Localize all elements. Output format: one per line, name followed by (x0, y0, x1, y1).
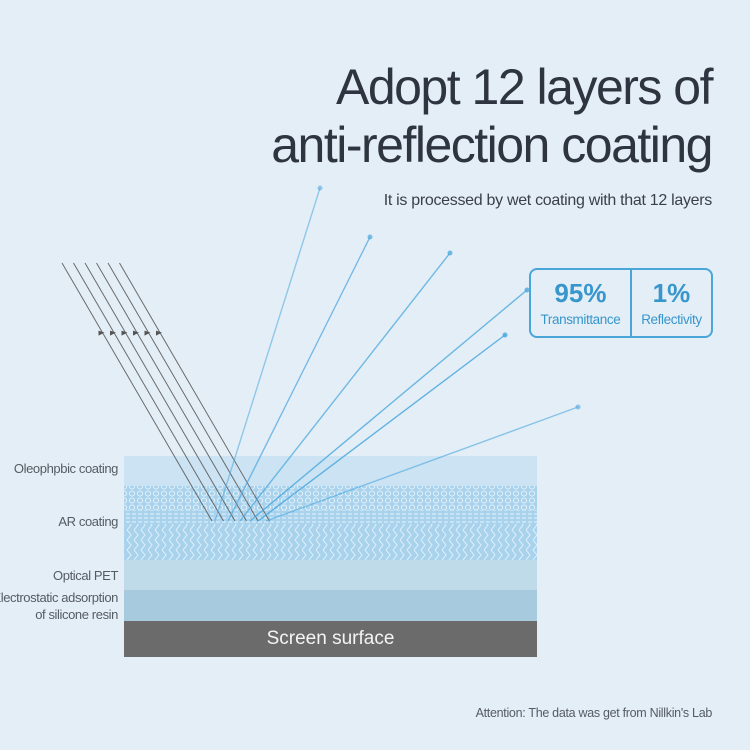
ray-arrow-icon (502, 332, 508, 338)
reflected-ray (249, 289, 528, 522)
reflected-ray (214, 187, 321, 522)
incident-ray (73, 262, 224, 522)
title-line-2: anti-reflection coating (271, 117, 713, 173)
label-optical-pet: Optical PET (53, 568, 118, 583)
stat-label: Reflectivity (641, 312, 702, 327)
ray-arrow-icon (447, 250, 453, 256)
title-line-1: Adopt 12 layers of (335, 59, 714, 115)
stat-value: 95% (554, 278, 607, 308)
incident-ray (84, 262, 236, 522)
ray-arrow-icon (144, 330, 151, 336)
stats-box: 95% Transmittance 1% Reflectivity (529, 268, 713, 338)
stat-value: 1% (652, 278, 691, 308)
stat-label: Transmittance (540, 312, 621, 327)
layer-silicone-resin (124, 590, 537, 621)
ray-arrow-icon (524, 287, 530, 293)
stat-reflectivity: 1% Reflectivity (629, 270, 711, 336)
page-title: Adopt 12 layers of anti-reflection coati… (271, 58, 714, 174)
ar-dash-pattern (124, 510, 537, 524)
ray-arrow-icon (156, 330, 162, 336)
ray-arrow-icon (133, 330, 139, 336)
reflected-ray (239, 252, 451, 522)
layer-oleophobic (124, 456, 537, 486)
reflected-ray (257, 334, 506, 522)
label-line-2: of silicone resin (35, 607, 118, 622)
reflected-ray (227, 236, 371, 522)
label-oleophobic: Oleophpbic coating (13, 461, 119, 476)
ray-arrow-icon (317, 185, 323, 191)
ray-arrow-icon (575, 404, 581, 410)
ray-arrow-icon (98, 330, 105, 336)
screen-surface: Screen surface (124, 621, 537, 657)
label-ar-coating: AR coating (58, 514, 118, 529)
label-line-1: Electrostatic adsorption (0, 590, 118, 605)
ray-arrow-icon (121, 330, 128, 336)
ray-arrow-icon (367, 234, 373, 240)
reflected-ray (265, 406, 579, 522)
incident-ray (107, 262, 259, 522)
label-silicone-resin: Electrostatic adsorption of silicone res… (0, 589, 118, 623)
subtitle: It is processed by wet coating with that… (383, 192, 713, 209)
ray-arrow-icon (110, 330, 116, 336)
footer-note: Attention: The data was get from Nillkin… (475, 706, 713, 720)
layer-optical-pet (124, 560, 537, 590)
incident-ray (119, 262, 270, 522)
incident-ray (96, 262, 247, 522)
stat-transmittance: 95% Transmittance (531, 270, 630, 336)
incident-ray (61, 262, 213, 522)
ar-chevron-pattern (124, 524, 537, 560)
